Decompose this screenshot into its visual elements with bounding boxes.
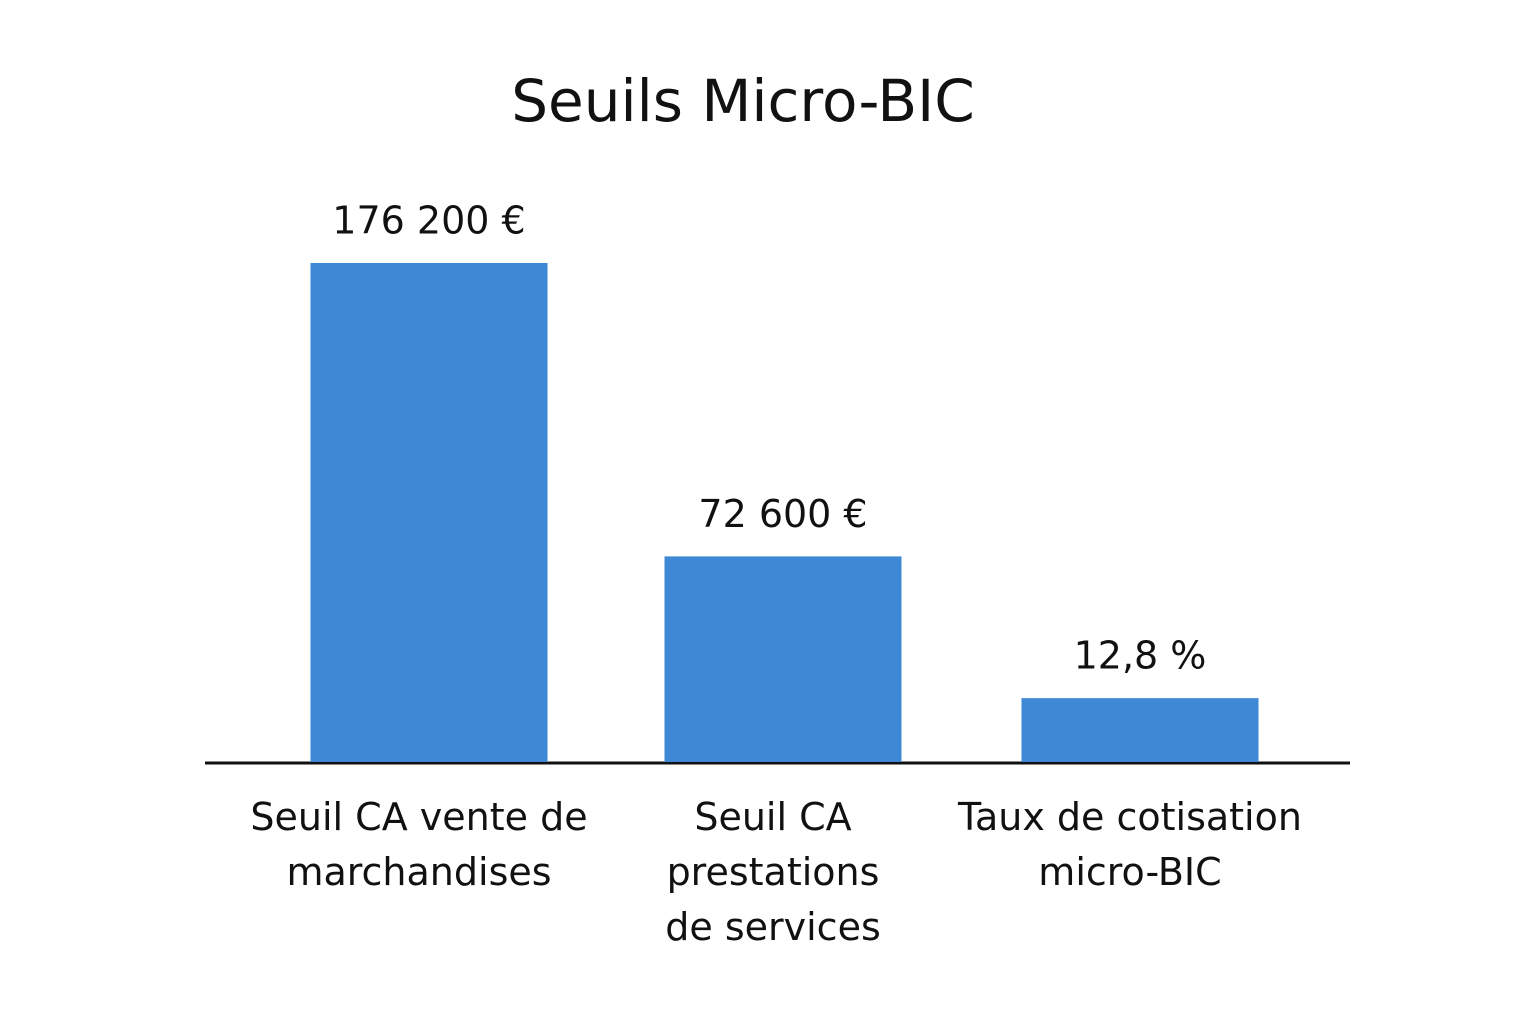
bar: [1021, 698, 1259, 762]
value-label: 72 600 €: [698, 492, 867, 536]
x-tick-label: Seuil CA vente de marchandises: [250, 795, 588, 894]
value-label: 12,8 %: [1074, 634, 1207, 678]
value-label: 176 200 €: [332, 199, 525, 243]
x-tick-label: Taux de cotisation micro-BIC: [958, 795, 1302, 894]
x-tick-label: Seuil CA prestations de services: [665, 795, 881, 949]
bar: [310, 263, 548, 762]
bar: [664, 556, 902, 762]
chart-title: Seuils Micro-BIC: [511, 67, 975, 135]
